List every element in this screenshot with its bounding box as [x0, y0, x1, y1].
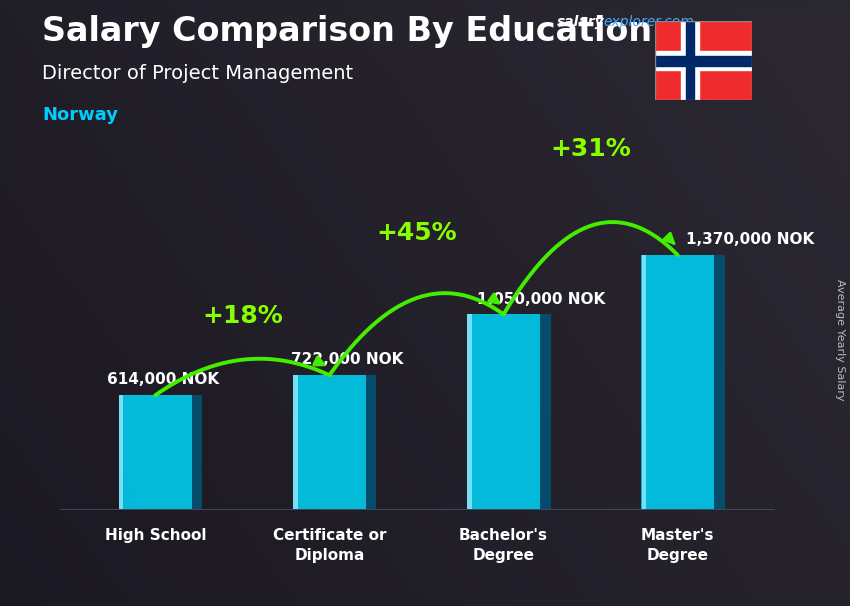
Bar — [654, 51, 752, 70]
Text: +31%: +31% — [550, 136, 631, 161]
Text: +45%: +45% — [377, 221, 456, 245]
Text: explorer.com: explorer.com — [604, 15, 694, 29]
Bar — [366, 375, 377, 509]
Bar — [119, 395, 192, 509]
Bar — [641, 255, 714, 509]
Bar — [293, 375, 298, 509]
Text: Salary Comparison By Education: Salary Comparison By Education — [42, 15, 653, 48]
Text: 1,370,000 NOK: 1,370,000 NOK — [687, 232, 814, 247]
Text: 614,000 NOK: 614,000 NOK — [106, 372, 218, 387]
Bar — [654, 56, 752, 65]
Bar — [681, 21, 699, 100]
Text: Average Yearly Salary: Average Yearly Salary — [835, 279, 845, 400]
Text: 722,000 NOK: 722,000 NOK — [291, 352, 404, 367]
Text: 1,050,000 NOK: 1,050,000 NOK — [478, 291, 606, 307]
Bar — [119, 395, 123, 509]
Text: +18%: +18% — [202, 304, 283, 328]
Bar — [714, 255, 725, 509]
Text: Director of Project Management: Director of Project Management — [42, 64, 354, 82]
Bar — [192, 395, 202, 509]
Text: Norway: Norway — [42, 106, 118, 124]
Bar — [540, 315, 551, 509]
Bar — [642, 255, 646, 509]
Text: salary: salary — [557, 15, 604, 29]
Bar — [293, 375, 366, 509]
Bar — [467, 315, 540, 509]
Bar — [468, 315, 472, 509]
Bar — [686, 21, 694, 100]
